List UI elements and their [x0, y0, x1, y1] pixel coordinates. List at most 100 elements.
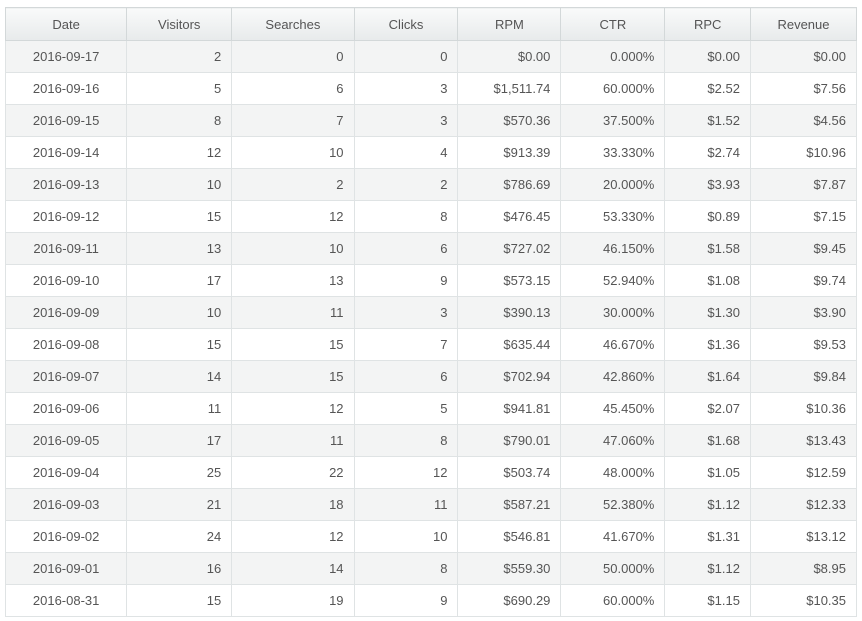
rpm-cell: $727.02	[457, 232, 562, 265]
ctr-cell: 41.670%	[560, 520, 666, 553]
rpc-cell: $0.89	[664, 200, 751, 233]
rpc-cell: $3.93	[664, 168, 751, 201]
rpm-cell: $702.94	[457, 360, 562, 393]
column-header-ctr[interactable]: CTR	[560, 7, 666, 41]
date-cell: 2016-09-05	[4, 424, 128, 457]
date-cell: 2016-09-06	[4, 392, 128, 425]
searches-cell: 12	[231, 200, 355, 233]
rpc-cell: $1.68	[664, 424, 751, 457]
visitors-cell: 17	[126, 424, 233, 457]
clicks-cell: 9	[353, 584, 459, 617]
date-cell: 2016-09-17	[4, 40, 128, 73]
rpm-cell: $635.44	[457, 328, 562, 361]
clicks-cell: 9	[353, 264, 459, 297]
visitors-cell: 21	[126, 488, 233, 521]
clicks-cell: 6	[353, 360, 459, 393]
table-row: 2016-09-13 10 2 2 $786.69 20.000% $3.93 $7.87	[4, 168, 858, 201]
rpc-cell: $1.31	[664, 520, 751, 553]
column-header-visitors[interactable]: Visitors	[126, 7, 233, 41]
clicks-cell: 0	[353, 40, 459, 73]
date-cell: 2016-09-09	[4, 296, 128, 329]
date-cell: 2016-09-01	[4, 552, 128, 585]
clicks-cell: 2	[353, 168, 459, 201]
searches-cell: 10	[231, 136, 355, 169]
clicks-cell: 4	[353, 136, 459, 169]
clicks-cell: 3	[353, 296, 459, 329]
visitors-cell: 15	[126, 328, 233, 361]
column-header-date[interactable]: Date	[4, 7, 128, 41]
searches-cell: 15	[231, 360, 355, 393]
table-body: 2016-09-17 2 0 0 $0.00 0.000% $0.00 $0.00 2016-0…	[4, 40, 858, 617]
revenue-cell: $7.87	[749, 168, 858, 201]
searches-cell: 15	[231, 328, 355, 361]
visitors-cell: 17	[126, 264, 233, 297]
date-cell: 2016-09-13	[4, 168, 128, 201]
visitors-cell: 24	[126, 520, 233, 553]
ctr-cell: 33.330%	[560, 136, 666, 169]
table-row: 2016-09-02 24 12 10 $546.81 41.670% $1.31 $13.1…	[4, 520, 858, 553]
clicks-cell: 3	[353, 104, 459, 137]
searches-cell: 14	[231, 552, 355, 585]
date-cell: 2016-09-10	[4, 264, 128, 297]
rpc-cell: $1.36	[664, 328, 751, 361]
date-cell: 2016-09-04	[4, 456, 128, 489]
rpc-cell: $1.52	[664, 104, 751, 137]
header-row: Date Visitors Searches Clicks RPM CTR RP…	[4, 7, 858, 41]
rpm-cell: $559.30	[457, 552, 562, 585]
revenue-cell: $10.35	[749, 584, 858, 617]
visitors-cell: 25	[126, 456, 233, 489]
date-cell: 2016-09-07	[4, 360, 128, 393]
ctr-cell: 52.940%	[560, 264, 666, 297]
visitors-cell: 10	[126, 296, 233, 329]
table-header: Date Visitors Searches Clicks RPM CTR RP…	[4, 7, 858, 41]
revenue-cell: $4.56	[749, 104, 858, 137]
rpc-cell: $2.52	[664, 72, 751, 105]
column-header-searches[interactable]: Searches	[231, 7, 355, 41]
date-cell: 2016-09-16	[4, 72, 128, 105]
visitors-cell: 14	[126, 360, 233, 393]
ctr-cell: 50.000%	[560, 552, 666, 585]
rpm-cell: $546.81	[457, 520, 562, 553]
column-header-revenue[interactable]: Revenue	[749, 7, 858, 41]
visitors-cell: 10	[126, 168, 233, 201]
revenue-cell: $12.33	[749, 488, 858, 521]
revenue-cell: $7.15	[749, 200, 858, 233]
column-header-clicks[interactable]: Clicks	[353, 7, 459, 41]
revenue-cell: $0.00	[749, 40, 858, 73]
clicks-cell: 12	[353, 456, 459, 489]
rpm-cell: $1,511.74	[457, 72, 562, 105]
rpm-cell: $790.01	[457, 424, 562, 457]
visitors-cell: 15	[126, 584, 233, 617]
ctr-cell: 60.000%	[560, 72, 666, 105]
searches-cell: 2	[231, 168, 355, 201]
table-row: 2016-09-09 10 11 3 $390.13 30.000% $1.30 $3.90	[4, 296, 858, 329]
table-row: 2016-09-07 14 15 6 $702.94 42.860% $1.64 $9.84	[4, 360, 858, 393]
clicks-cell: 8	[353, 424, 459, 457]
table-row: 2016-09-15 8 7 3 $570.36 37.500% $1.52 $4.56	[4, 104, 858, 137]
searches-cell: 12	[231, 520, 355, 553]
visitors-cell: 8	[126, 104, 233, 137]
rpc-cell: $1.64	[664, 360, 751, 393]
date-cell: 2016-09-08	[4, 328, 128, 361]
rpm-cell: $0.00	[457, 40, 562, 73]
rpc-cell: $1.15	[664, 584, 751, 617]
rpc-cell: $1.12	[664, 488, 751, 521]
rpc-cell: $1.12	[664, 552, 751, 585]
ctr-cell: 45.450%	[560, 392, 666, 425]
visitors-cell: 15	[126, 200, 233, 233]
rpm-cell: $570.36	[457, 104, 562, 137]
rpc-cell: $2.74	[664, 136, 751, 169]
table-row: 2016-09-08 15 15 7 $635.44 46.670% $1.36 $9.53	[4, 328, 858, 361]
column-header-rpm[interactable]: RPM	[457, 7, 562, 41]
ctr-cell: 46.670%	[560, 328, 666, 361]
revenue-cell: $9.53	[749, 328, 858, 361]
searches-cell: 11	[231, 424, 355, 457]
table-row: 2016-09-04 25 22 12 $503.74 48.000% $1.05 $12.5…	[4, 456, 858, 489]
searches-cell: 22	[231, 456, 355, 489]
column-header-rpc[interactable]: RPC	[664, 7, 751, 41]
rpm-cell: $573.15	[457, 264, 562, 297]
table-row: 2016-09-01 16 14 8 $559.30 50.000% $1.12 $8.95	[4, 552, 858, 585]
searches-cell: 6	[231, 72, 355, 105]
rpm-cell: $503.74	[457, 456, 562, 489]
ctr-cell: 53.330%	[560, 200, 666, 233]
